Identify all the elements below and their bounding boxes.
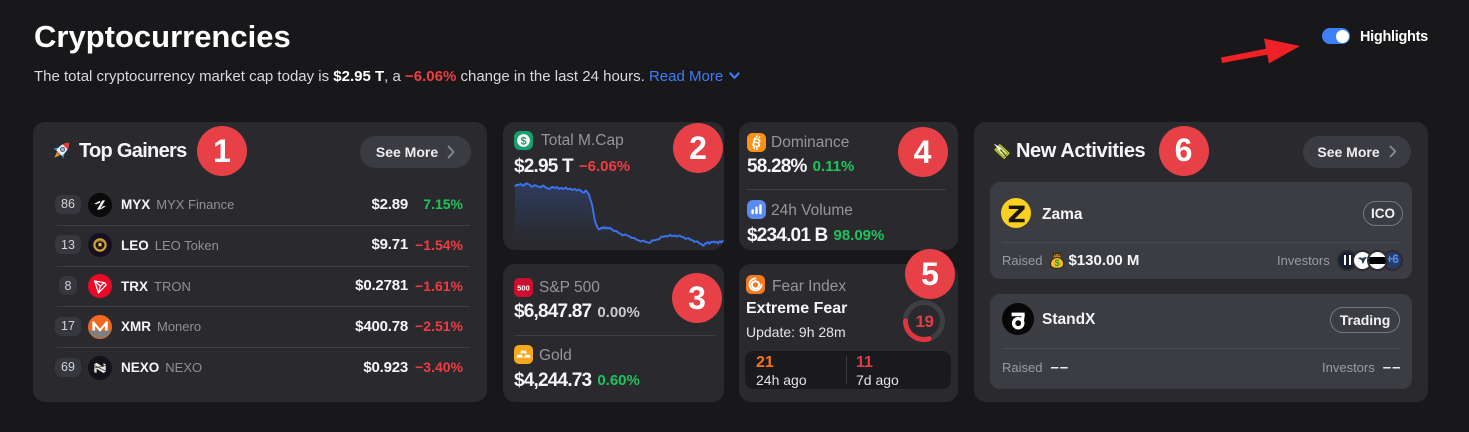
svg-text:$: $ xyxy=(520,135,526,147)
svg-text:$: $ xyxy=(1055,258,1060,268)
svg-text:19: 19 xyxy=(916,312,934,331)
svg-text:B: B xyxy=(751,135,763,151)
svg-text:500: 500 xyxy=(517,284,530,293)
